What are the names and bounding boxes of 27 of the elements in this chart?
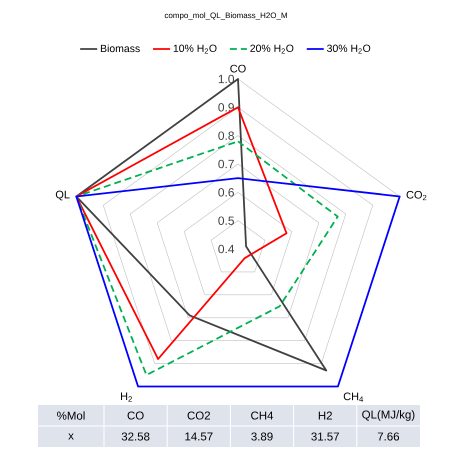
y-tick-label: 0.6 — [218, 188, 234, 197]
legend-label: 30% H$_{2}$O — [327, 44, 370, 54]
y-tick-label: 0.8 — [218, 131, 234, 140]
category-label: H2 — [318, 412, 332, 420]
y-tick-label: 0.4 — [218, 244, 234, 254]
text: %Mol — [57, 411, 85, 420]
legend-label: Biomass — [100, 44, 140, 52]
category-label: CH4 — [251, 411, 274, 420]
data-label: 32.58 — [122, 432, 150, 441]
data-label: 7.66 — [378, 432, 400, 441]
spoke-label: CO — [230, 64, 246, 72]
spoke-label: CO$_{2}$ — [406, 190, 426, 200]
legend-label: 20% H$_{2}$O — [250, 44, 294, 54]
spoke-label: QL — [56, 190, 70, 200]
spoke-label: CH$_{4}$ — [344, 392, 364, 402]
data-label: 14.57 — [185, 432, 213, 440]
spoke-label: H$_{2}$ — [121, 392, 132, 402]
category-label: QL(MJ/kg) — [362, 410, 414, 421]
data-label: 31.57 — [311, 432, 339, 441]
y-tick-label: 0.7 — [218, 160, 234, 168]
legend-label: 10% H$_{2}$O — [174, 44, 217, 54]
text: x — [68, 433, 74, 440]
y-tick-label: 0.5 — [218, 216, 234, 225]
y-tick-label: 1.0 — [218, 74, 234, 84]
category-label: CO — [128, 411, 144, 420]
category-label: CO2 — [188, 411, 210, 420]
data-label: 3.89 — [251, 432, 273, 441]
